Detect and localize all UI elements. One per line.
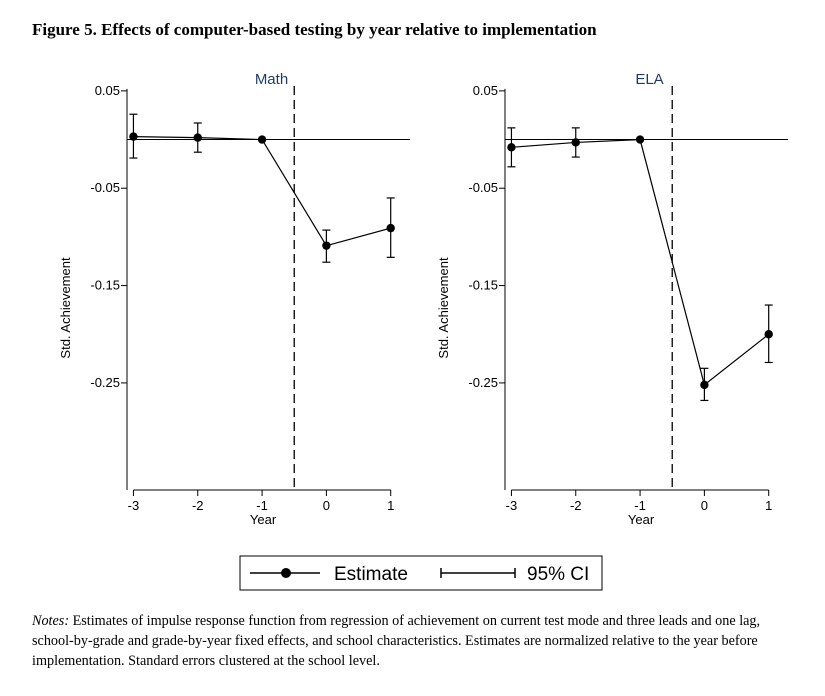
ela-panel: ELA 0.05 -0.05 -0.15 -0.25 -3 -2 -1 0 1 Year Std. A… <box>436 71 788 527</box>
figure-title: Figure 5. Effects of computer-based test… <box>32 20 597 39</box>
x-tick-label: -2 <box>570 498 582 513</box>
estimate-point <box>129 132 138 141</box>
x-tick-label: -1 <box>634 498 646 513</box>
x-tick-label: -3 <box>128 498 140 513</box>
y-tick-label: -0.25 <box>90 375 120 390</box>
estimate-point <box>700 380 709 390</box>
x-tick-label: -3 <box>506 498 518 513</box>
estimate-point <box>764 330 773 339</box>
y-tick-label: -0.15 <box>468 278 498 293</box>
estimate-line <box>511 138 770 386</box>
y-tick-label: -0.15 <box>90 278 120 293</box>
y-tick-label: 0.05 <box>95 83 120 98</box>
y-tick-label: -0.05 <box>90 180 120 195</box>
estimate-point <box>571 138 580 147</box>
figure-notes: Notes: Estimates of impulse response fun… <box>32 611 802 671</box>
y-tick-label: -0.25 <box>468 375 498 390</box>
x-axis-label: Year <box>628 512 655 527</box>
x-tick-label: 0 <box>323 498 330 513</box>
panel-title: Math <box>255 71 288 88</box>
x-tick-label: 1 <box>765 498 772 513</box>
y-axis-label: Std. Achievement <box>436 257 451 359</box>
math-panel: Math 0.05 -0.05 -0.15 -0.25 -3 -2 -1 0 1 Year Std. … <box>58 71 410 527</box>
x-tick-label: -1 <box>256 498 268 513</box>
estimate-point <box>635 135 645 144</box>
y-tick-label: 0.05 <box>473 83 498 98</box>
legend-ci-label: 95% CI <box>527 564 589 585</box>
y-axis-label: Std. Achievement <box>58 257 73 359</box>
x-tick-label: 1 <box>387 498 394 513</box>
y-tick-label: -0.05 <box>468 180 498 195</box>
legend-estimate-marker <box>281 568 291 578</box>
estimate-line <box>133 136 391 247</box>
estimate-point <box>257 135 267 144</box>
x-tick-label: 0 <box>701 498 708 513</box>
notes-text: Estimates of impulse response function f… <box>32 613 761 669</box>
estimate-point <box>386 223 395 233</box>
estimate-point <box>507 143 516 152</box>
x-axis-label: Year <box>250 512 277 527</box>
legend: Estimate 95% CI <box>239 555 603 591</box>
estimate-point <box>322 241 331 250</box>
estimate-point <box>193 133 202 142</box>
panel-title: ELA <box>635 71 663 88</box>
x-tick-label: -2 <box>192 498 204 513</box>
notes-lead: Notes: <box>32 613 70 629</box>
legend-estimate-label: Estimate <box>334 564 408 585</box>
